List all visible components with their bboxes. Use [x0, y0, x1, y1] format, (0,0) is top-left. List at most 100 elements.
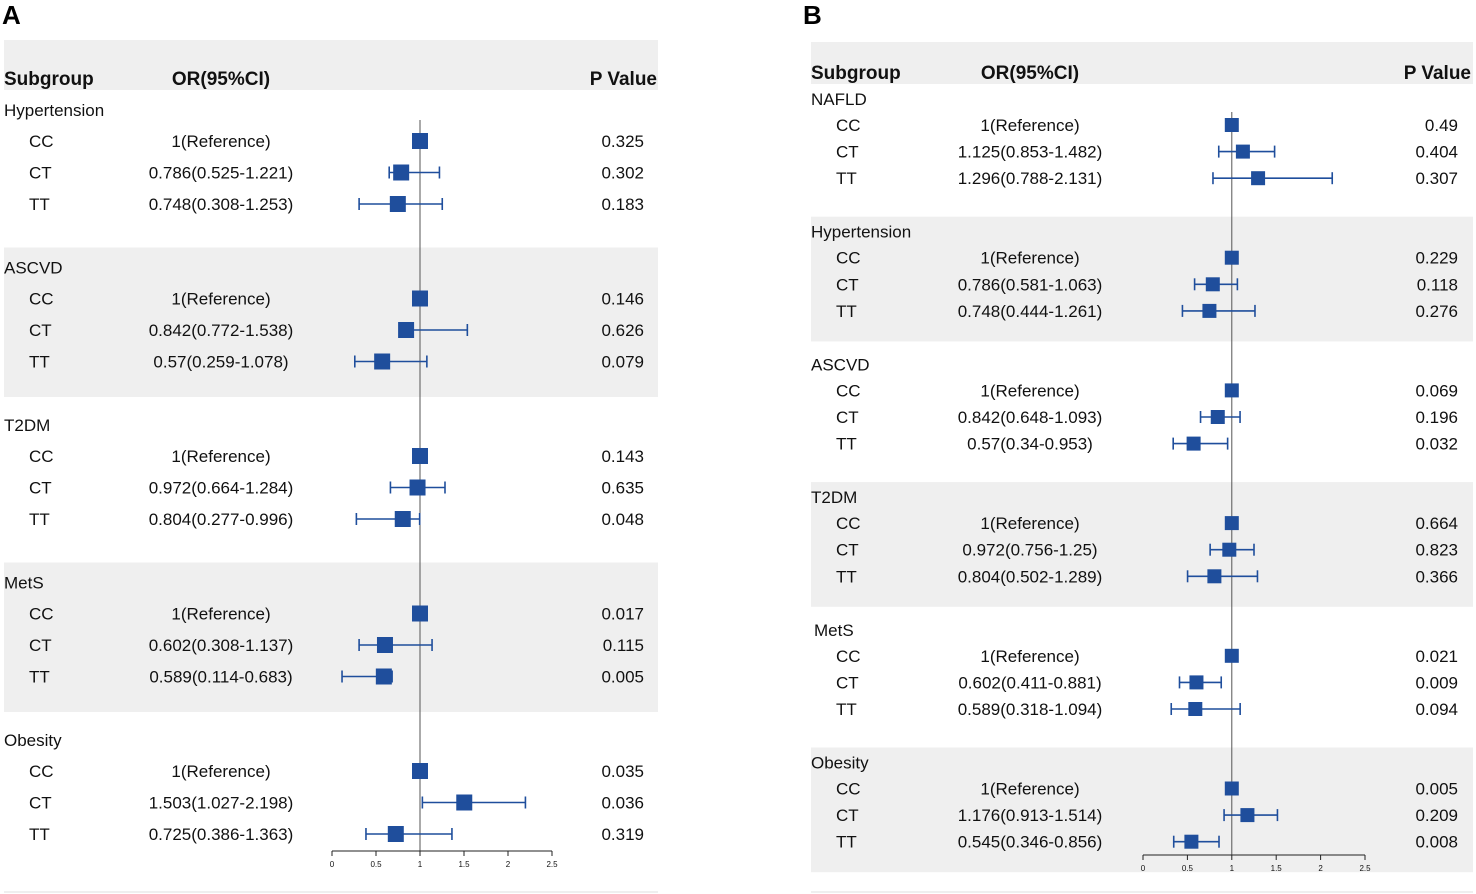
group-shade-band	[811, 482, 1473, 607]
p-value-header: P Value	[1404, 63, 1471, 84]
p-value-text: 0.146	[601, 290, 644, 309]
or-point-marker	[1205, 277, 1220, 292]
p-value-text: 0.664	[1415, 514, 1458, 533]
genotype-label: CT	[836, 275, 859, 294]
or-point-marker	[1240, 808, 1255, 823]
group-label: ASCVD	[4, 259, 63, 278]
p-value-text: 0.048	[601, 510, 644, 529]
or-header: OR(95%CI)	[172, 69, 270, 90]
group-label: Hypertension	[811, 223, 911, 242]
p-value-text: 0.017	[601, 605, 644, 624]
p-value-text: 0.021	[1415, 647, 1458, 666]
genotype-label: TT	[29, 195, 50, 214]
or-ci-text: 0.748(0.444-1.261)	[958, 302, 1103, 321]
or-ci-text: 0.786(0.581-1.063)	[958, 275, 1103, 294]
genotype-label: TT	[29, 353, 50, 372]
or-ci-text: 0.842(0.772-1.538)	[149, 321, 294, 340]
or-ci-text: 1(Reference)	[980, 780, 1079, 799]
or-ci-text: 0.842(0.648-1.093)	[958, 408, 1103, 427]
header-band	[4, 40, 658, 90]
group-label: T2DM	[811, 488, 857, 507]
or-ci-text: 1(Reference)	[171, 762, 270, 781]
x-tick-label: 0.5	[370, 860, 382, 869]
genotype-label: CC	[29, 132, 54, 151]
or-ci-text: 0.804(0.277-0.996)	[149, 510, 294, 529]
p-value-text: 0.036	[601, 794, 644, 813]
genotype-label: CC	[29, 290, 54, 309]
or-point-marker	[1224, 250, 1239, 265]
x-tick-label: 1.5	[458, 860, 470, 869]
or-ci-text: 1(Reference)	[980, 116, 1079, 135]
p-value-text: 0.079	[601, 353, 644, 372]
group-label: T2DM	[4, 416, 50, 435]
or-ci-text: 1.503(1.027-2.198)	[149, 794, 294, 813]
genotype-label: CT	[836, 408, 859, 427]
genotype-label: CT	[29, 479, 52, 498]
subgroup-header: Subgroup	[811, 63, 901, 84]
or-ci-text: 1(Reference)	[980, 249, 1079, 268]
or-point-marker	[1207, 569, 1222, 584]
p-value-text: 0.115	[603, 636, 644, 655]
p-value-text: 0.404	[1415, 143, 1458, 162]
genotype-label: TT	[836, 833, 857, 852]
p-value-text: 0.183	[601, 195, 644, 214]
or-ci-text: 0.602(0.411-0.881)	[958, 673, 1101, 692]
genotype-label: TT	[836, 302, 857, 321]
or-point-marker	[1186, 436, 1201, 451]
or-ci-text: 1.176(0.913-1.514)	[958, 806, 1103, 825]
group-label: NAFLD	[811, 90, 867, 109]
genotype-label: CC	[836, 116, 861, 135]
or-point-marker	[1224, 516, 1239, 531]
p-value-header: P Value	[590, 69, 657, 90]
genotype-label: CC	[29, 447, 54, 466]
p-value-text: 0.276	[1415, 302, 1458, 321]
x-tick-label: 0	[330, 860, 335, 869]
p-value-text: 0.069	[1415, 381, 1458, 400]
or-point-marker	[1224, 383, 1239, 398]
genotype-label: TT	[836, 169, 857, 188]
p-value-text: 0.635	[601, 479, 644, 498]
or-point-marker	[1210, 410, 1225, 424]
or-point-marker	[387, 826, 404, 842]
or-ci-text: 1(Reference)	[171, 605, 270, 624]
genotype-label: TT	[836, 567, 857, 586]
or-ci-text: 1(Reference)	[980, 647, 1079, 666]
or-point-marker	[412, 605, 428, 622]
p-value-text: 0.009	[1415, 673, 1458, 692]
or-ci-text: 0.589(0.114-0.683)	[149, 668, 292, 687]
p-value-text: 0.008	[1415, 833, 1458, 852]
or-point-marker	[1188, 702, 1203, 716]
p-value-text: 0.325	[601, 132, 644, 151]
or-point-marker	[375, 668, 392, 685]
genotype-label: TT	[29, 668, 50, 687]
genotype-label: CT	[29, 321, 52, 340]
or-ci-text: 1.296(0.788-2.131)	[958, 169, 1103, 188]
genotype-label: CT	[836, 673, 859, 692]
or-point-marker	[1184, 834, 1199, 849]
x-tick-label: 0.5	[1182, 864, 1194, 873]
x-tick-label: 2.5	[1359, 864, 1371, 873]
bottom-band	[4, 891, 658, 893]
or-point-marker	[389, 196, 406, 212]
panel-label: A	[2, 0, 21, 30]
or-ci-text: 1.125(0.853-1.482)	[958, 143, 1103, 162]
header-band	[811, 42, 1473, 84]
group-label: MetS	[4, 574, 44, 593]
or-point-marker	[412, 763, 428, 779]
or-header: OR(95%CI)	[981, 63, 1079, 84]
or-ci-text: 0.589(0.318-1.094)	[958, 700, 1103, 719]
or-ci-text: 0.725(0.386-1.363)	[149, 825, 294, 844]
p-value-text: 0.626	[601, 321, 644, 340]
genotype-label: CC	[836, 647, 861, 666]
or-point-marker	[1224, 648, 1239, 663]
genotype-label: CC	[29, 762, 54, 781]
p-value-text: 0.143	[601, 447, 644, 466]
genotype-label: CT	[836, 806, 859, 825]
or-ci-text: 0.972(0.664-1.284)	[149, 479, 294, 498]
p-value-text: 0.035	[601, 762, 644, 781]
p-value-text: 0.302	[601, 164, 644, 183]
or-ci-text: 0.748(0.308-1.253)	[149, 195, 294, 214]
or-ci-text: 1(Reference)	[171, 290, 270, 309]
genotype-label: TT	[29, 510, 50, 529]
or-point-marker	[1202, 303, 1217, 318]
